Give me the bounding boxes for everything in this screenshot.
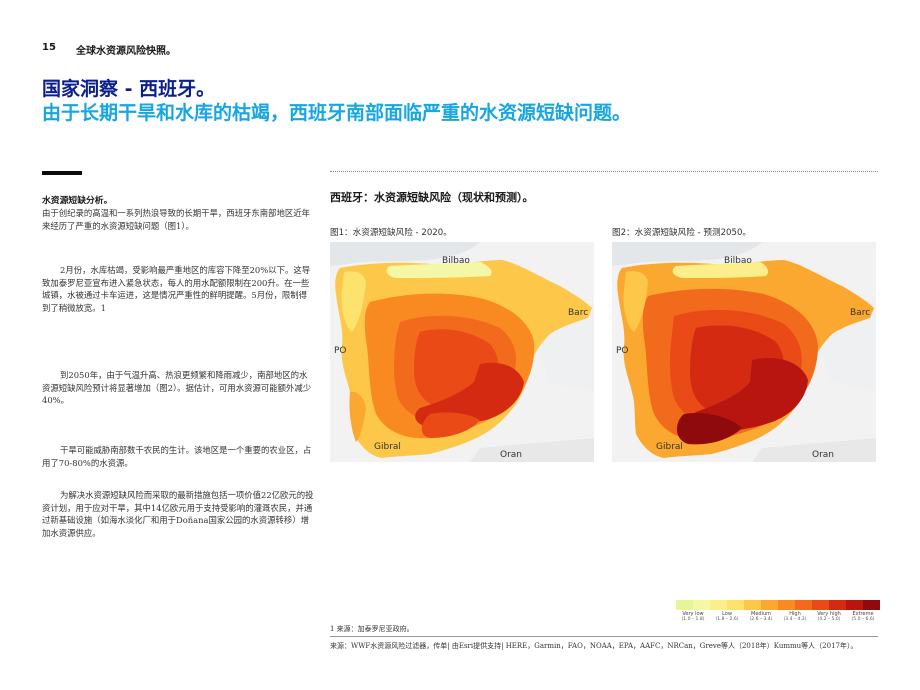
figure-1-caption: 图1：水资源短缺风险 - 2020。 (330, 228, 452, 238)
legend-label: Very low (682, 611, 704, 617)
map-label-po: PO (616, 346, 629, 356)
dotted-divider (330, 171, 878, 172)
source-note: 来源：WWF水资源风险过滤器，传单| 由Esri提供支持| HERE，Garmi… (330, 642, 858, 650)
map-label-bilbao: Bilbao (442, 256, 470, 266)
page-number: 15 (42, 42, 56, 53)
legend-range: (1.0 – 1.8) (681, 617, 705, 622)
page-title: 国家洞察 - 西班牙。 (42, 78, 216, 100)
legend-swatch (676, 600, 710, 610)
footer-rule (330, 636, 878, 637)
figures-heading: 西班牙：水资源短缺风险（现状和预测）。 (330, 191, 534, 204)
legend-swatch (710, 600, 744, 610)
legend-item: Extreme (5.0 – 6.6) (846, 600, 880, 622)
page-subtitle: 由于长期干旱和水库的枯竭，西班牙南部面临严重的水资源短缺问题。 (42, 102, 632, 124)
legend-label: Medium (751, 611, 771, 617)
legend-swatch (812, 600, 846, 610)
section-title: 全球水资源风险快照。 (76, 46, 176, 57)
map-label-barc: Barc (568, 308, 589, 318)
legend-item: Very low (1.0 – 1.8) (676, 600, 710, 622)
legend-swatch (846, 600, 880, 610)
map-2050: Bilbao Barc PO Gibral Oran (612, 242, 876, 462)
legend-item: High (3.4 – 4.2) (778, 600, 812, 622)
legend-label: High (789, 611, 801, 617)
map-label-bilbao: Bilbao (724, 256, 752, 266)
legend-range: (3.4 – 4.2) (783, 617, 807, 622)
map-label-oran: Oran (812, 450, 835, 460)
map-2020: Bilbao Barc PO Gibral Oran (330, 242, 594, 462)
paragraph: 到2050年，由于气温升高、热浪更频繁和降雨减少，南部地区的水资源短缺风险预计将… (42, 370, 312, 406)
legend-range: (4.2 – 5.0) (817, 617, 841, 622)
map-label-oran: Oran (500, 450, 523, 460)
legend-item: Low (1.8 – 2.6) (710, 600, 744, 622)
paragraph: 为解决水资源短缺风险而采取的最新措施包括一项价值22亿欧元的投资计划，用于应对干… (42, 490, 314, 538)
legend-label: Low (722, 611, 732, 617)
legend-range: (5.0 – 6.6) (851, 617, 875, 622)
analysis-subhead: 水资源短缺分析。 (42, 196, 113, 206)
risk-legend: Very low (1.0 – 1.8) Low (1.8 – 2.6) Med… (676, 600, 880, 622)
legend-swatch (778, 600, 812, 610)
legend-range: (1.8 – 2.6) (715, 617, 739, 622)
paragraph: 由于创纪录的高温和一系列热浪导致的长期干旱，西班牙东南部地区近年来经历了严重的水… (42, 208, 310, 231)
footnote: 1 来源：加泰罗尼亚政府。 (330, 625, 414, 633)
map-label-po: PO (334, 346, 347, 356)
map-label-gibral: Gibral (656, 442, 683, 452)
map-label-gibral: Gibral (374, 442, 401, 452)
legend-label: Very high (817, 611, 841, 617)
paragraph: 2月份，水库枯竭，受影响最严重地区的库容下降至20%以下。这导致加泰罗尼亚宣布进… (42, 265, 311, 313)
paragraph: 干旱可能威胁南部数千农民的生计。该地区是一个重要的农业区，占用了70-80%的水… (42, 445, 312, 468)
legend-swatch (744, 600, 778, 610)
figure-2-caption: 图2：水资源短缺风险 - 预测2050。 (612, 228, 752, 238)
legend-item: Medium (2.6 – 3.4) (744, 600, 778, 622)
legend-label: Extreme (852, 611, 874, 617)
map-label-barc: Barc (850, 308, 871, 318)
legend-range: (2.6 – 3.4) (749, 617, 773, 622)
legend-item: Very high (4.2 – 5.0) (812, 600, 846, 622)
section-rule (42, 171, 82, 175)
